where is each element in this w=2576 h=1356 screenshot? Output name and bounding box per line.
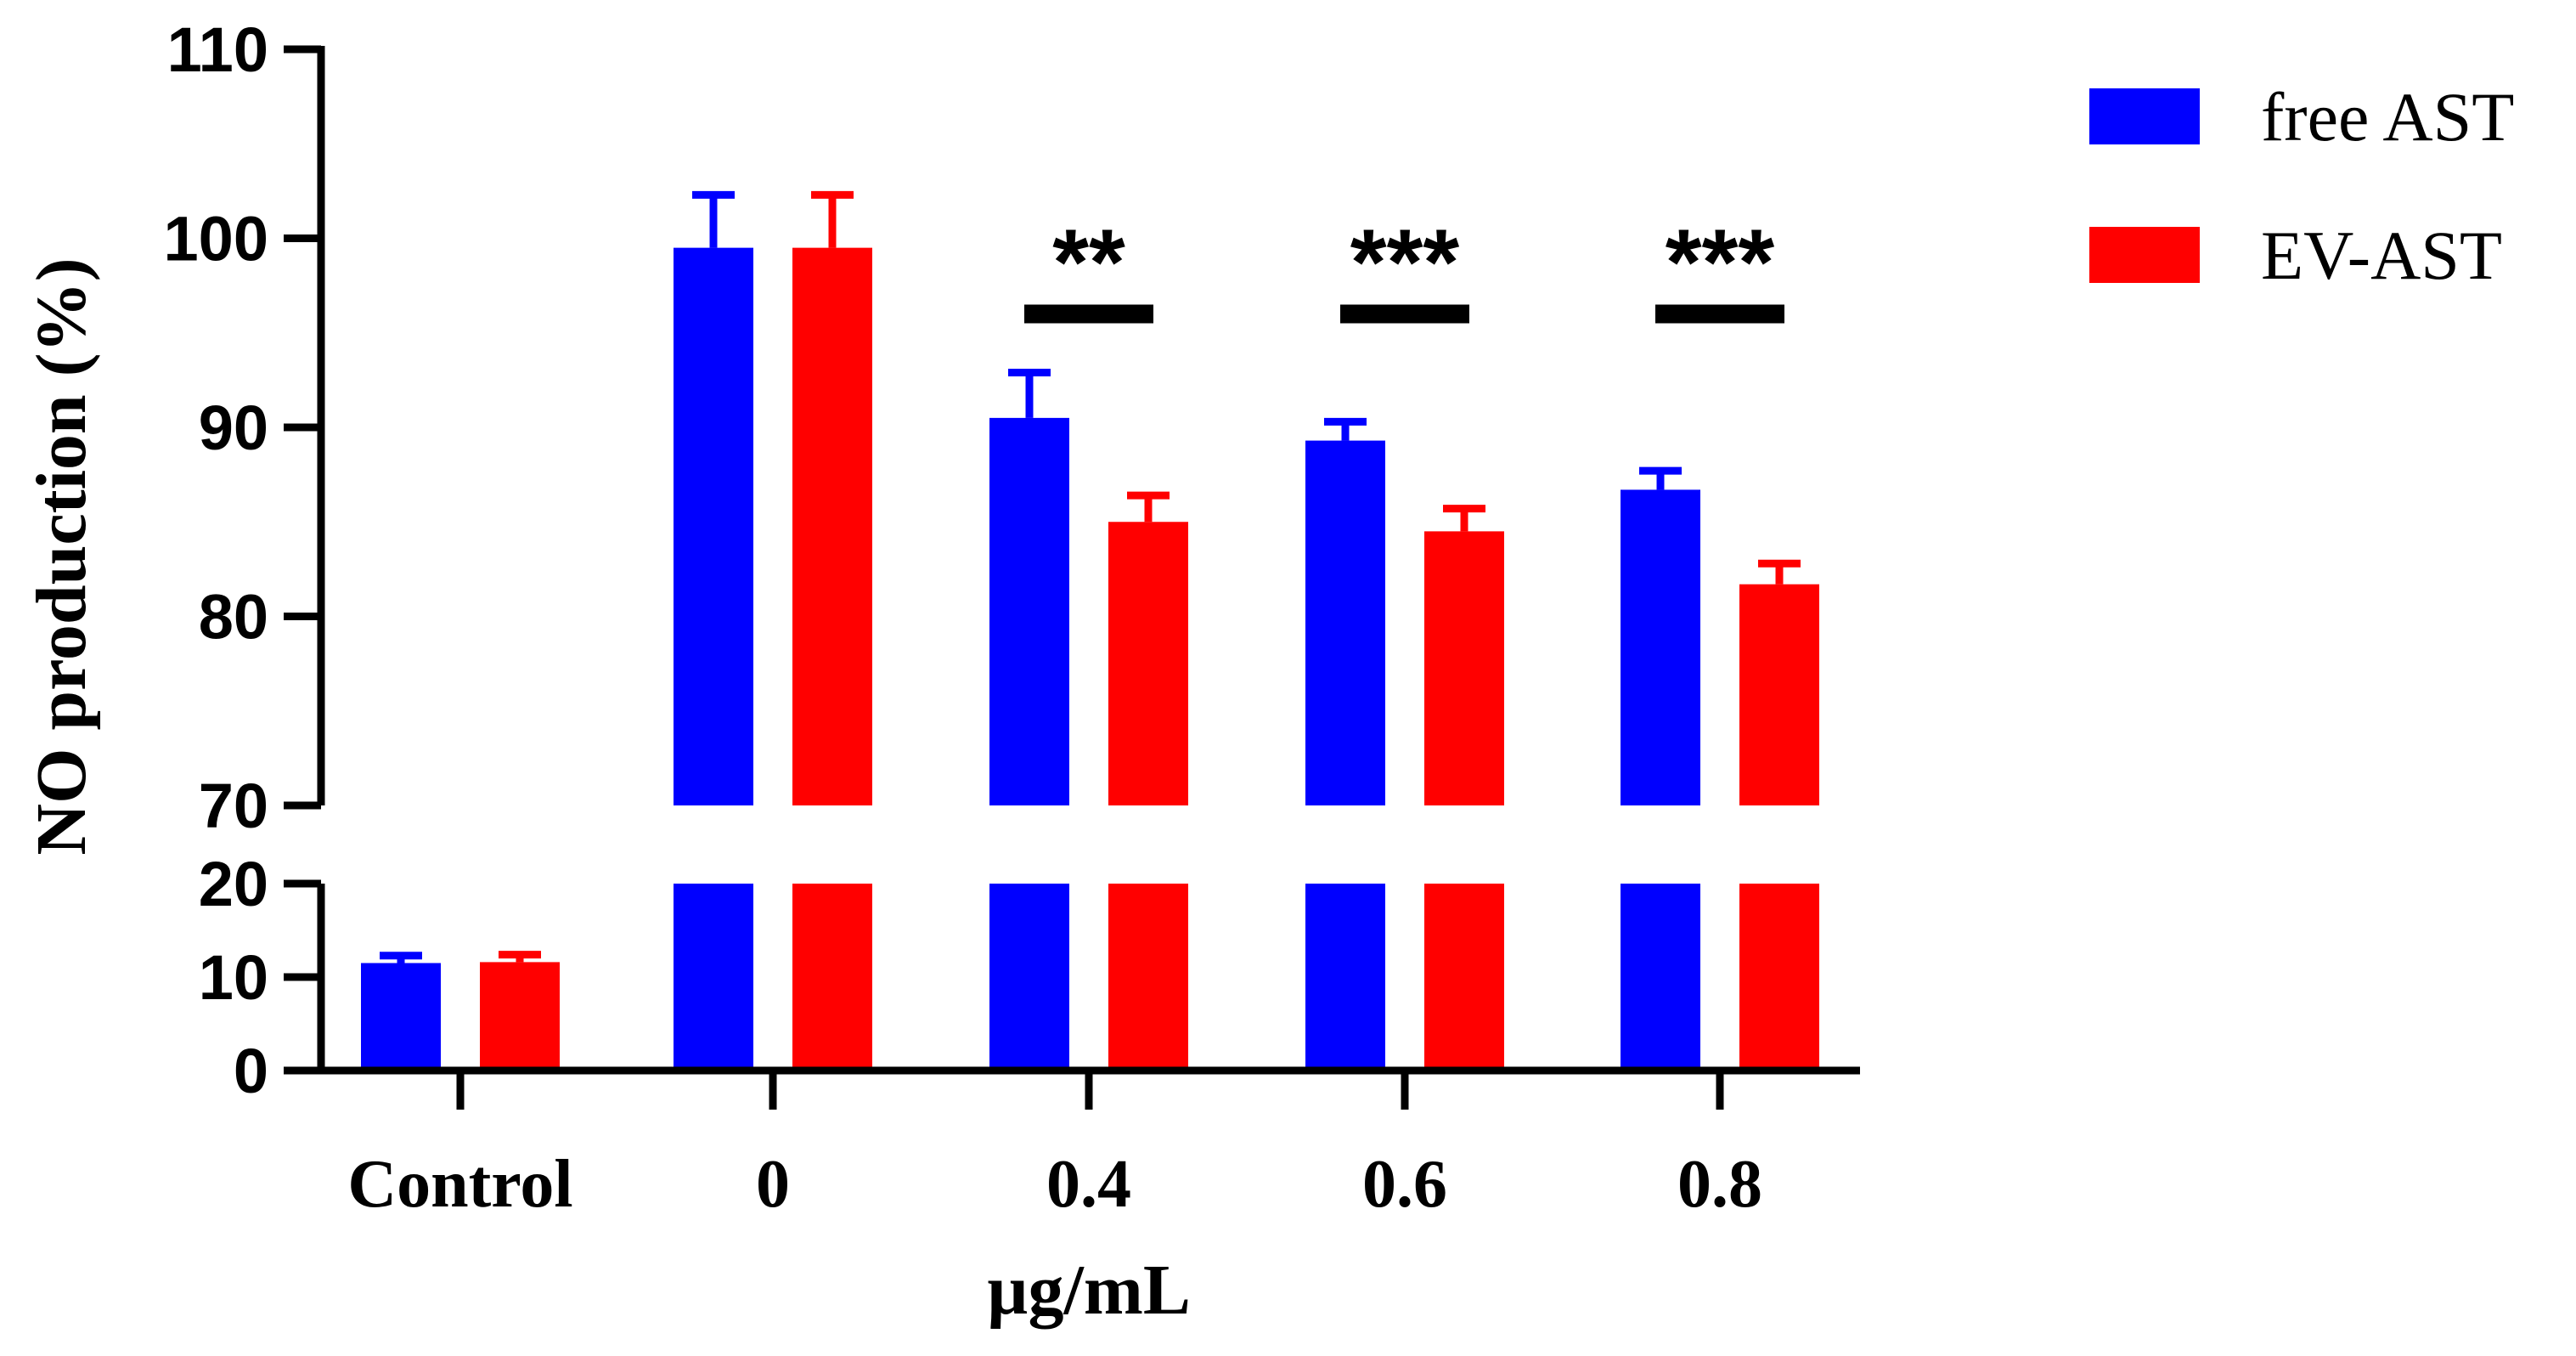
significance-label-0-6: *** bbox=[1350, 211, 1460, 315]
bar-ev-ast-0-6-lower bbox=[1424, 884, 1504, 1071]
bar-free-ast-0-6-upper bbox=[1305, 440, 1385, 805]
bar-ev-ast-0-upper bbox=[792, 247, 872, 805]
bar-ev-ast-0-6-upper bbox=[1424, 531, 1504, 805]
bar-ev-ast-control bbox=[480, 962, 560, 1071]
y-tick-label-10: 10 bbox=[199, 942, 268, 1013]
bar-ev-ast-0-4-lower bbox=[1108, 884, 1188, 1071]
chart-marks: ** *** *** bbox=[361, 190, 1819, 1071]
y-tick-label-20: 20 bbox=[199, 849, 268, 919]
y-tick-label-0: 0 bbox=[234, 1036, 268, 1106]
x-axis-title: µg/mL bbox=[987, 1251, 1191, 1330]
bar-ev-ast-0-lower bbox=[792, 884, 872, 1071]
bar-free-ast-0-4-lower bbox=[989, 884, 1069, 1071]
bar-free-ast-0-6-lower bbox=[1305, 884, 1385, 1071]
y-tick-label-70: 70 bbox=[199, 771, 268, 841]
y-tick-label-110: 110 bbox=[167, 14, 268, 85]
x-tick-label-0: 0 bbox=[756, 1147, 790, 1222]
y-tick-label-80: 80 bbox=[199, 582, 268, 653]
x-tick-label-0-4: 0.4 bbox=[1046, 1147, 1131, 1222]
significance-label-0-8: *** bbox=[1666, 211, 1775, 315]
significance-label-0-4: ** bbox=[1052, 211, 1125, 315]
bar-free-ast-0-8-upper bbox=[1621, 489, 1700, 805]
legend: free AST EV-AST bbox=[2089, 78, 2514, 294]
y-tick-label-90: 90 bbox=[199, 393, 268, 463]
x-tick-label-control: Control bbox=[347, 1147, 572, 1222]
x-tick-label-0-6: 0.6 bbox=[1362, 1147, 1447, 1222]
bar-free-ast-control bbox=[361, 963, 441, 1071]
bar-free-ast-0-upper bbox=[674, 247, 753, 805]
legend-swatch-free-ast bbox=[2089, 88, 2200, 144]
bar-free-ast-0-8-lower bbox=[1621, 884, 1700, 1071]
significance-bar-0-6 bbox=[1340, 304, 1469, 324]
bar-ev-ast-0-8-upper bbox=[1739, 584, 1819, 805]
y-tick-label-100: 100 bbox=[164, 204, 268, 274]
significance-bar-0-8 bbox=[1655, 304, 1784, 324]
bar-free-ast-0-lower bbox=[674, 884, 753, 1071]
y-axis-title: NO production (%) bbox=[22, 257, 101, 855]
bar-free-ast-0-4-upper bbox=[989, 417, 1069, 805]
chart-axes: 70 80 90 100 110 0 10 20 Control 0 0.4 0.6 0.8 bbox=[164, 14, 1860, 1222]
legend-label-free-ast: free AST bbox=[2261, 78, 2514, 155]
legend-label-ev-ast: EV-AST bbox=[2261, 217, 2502, 294]
significance-bar-0-4 bbox=[1024, 304, 1153, 324]
legend-swatch-ev-ast bbox=[2089, 227, 2200, 283]
x-tick-label-0-8: 0.8 bbox=[1677, 1147, 1762, 1222]
bar-ev-ast-0-4-upper bbox=[1108, 522, 1188, 805]
bar-ev-ast-0-8-lower bbox=[1739, 884, 1819, 1071]
